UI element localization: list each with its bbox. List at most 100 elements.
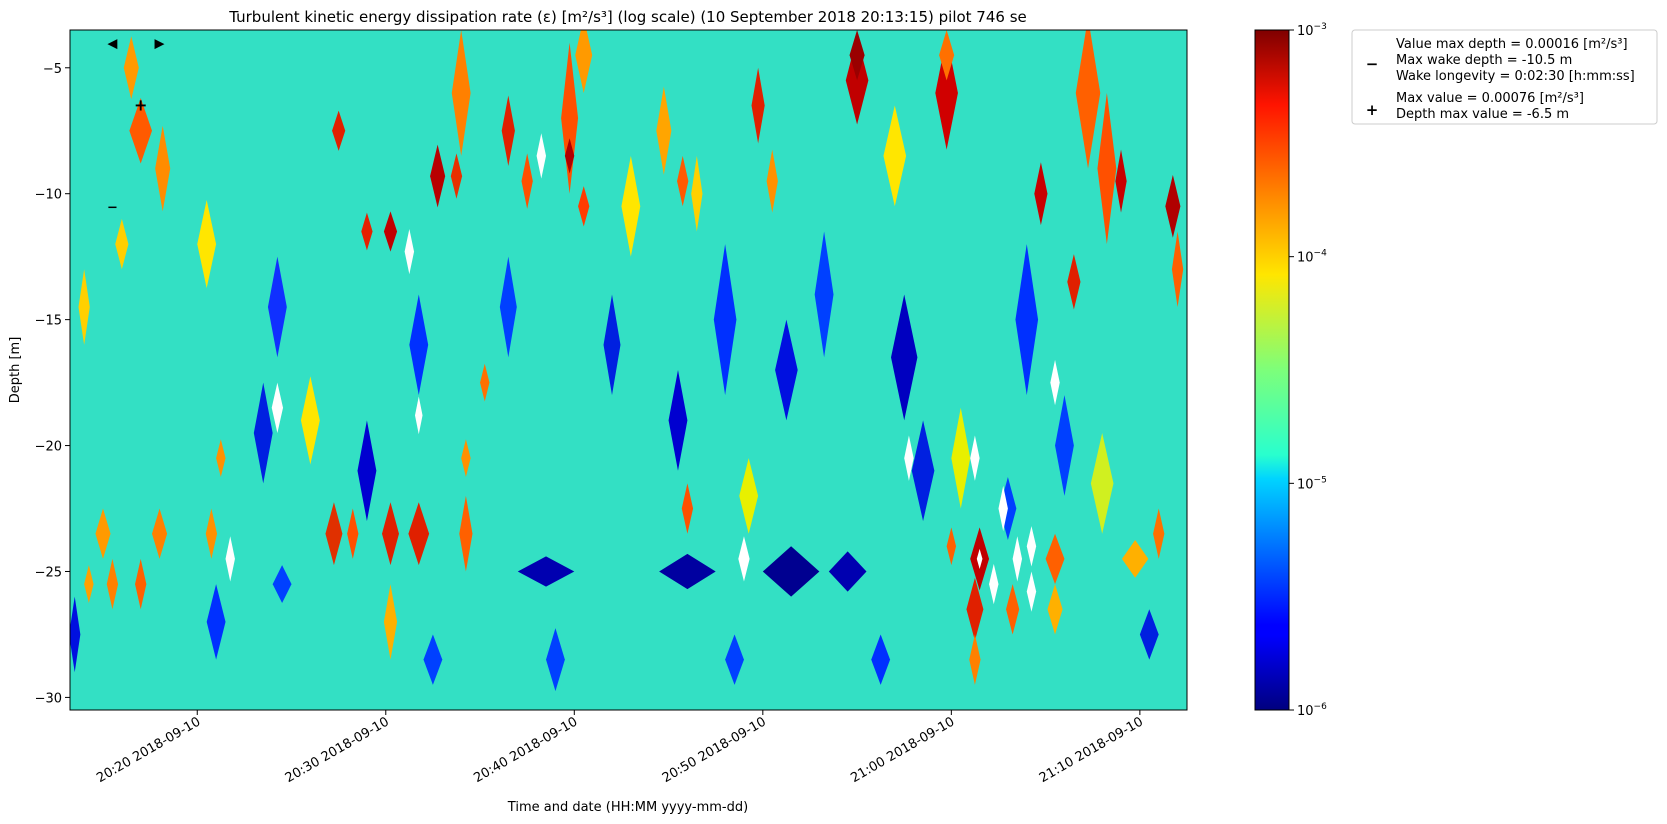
field-feature-81 bbox=[1139, 609, 1159, 660]
missing-data-8 bbox=[1050, 359, 1060, 406]
field-feature-28 bbox=[1115, 149, 1127, 213]
field-feature-16 bbox=[656, 86, 672, 175]
field-feature-63 bbox=[713, 244, 737, 396]
legend-symbol-1: + bbox=[1366, 101, 1379, 119]
field-feature-21 bbox=[849, 30, 865, 81]
field-feature-33 bbox=[135, 558, 147, 610]
field-feature-29 bbox=[1165, 174, 1181, 238]
field-feature-73 bbox=[828, 551, 867, 592]
field-feature-41 bbox=[461, 439, 471, 478]
field-feature-43 bbox=[480, 363, 490, 402]
missing-data-0 bbox=[271, 382, 284, 433]
field-feature-53 bbox=[1153, 508, 1165, 559]
missing-data-7 bbox=[970, 435, 980, 481]
field-feature-12 bbox=[561, 42, 579, 194]
y-tick-label-2: −15 bbox=[35, 314, 62, 329]
legend-box bbox=[1351, 29, 1658, 125]
y-tick-label-5: −30 bbox=[35, 691, 62, 706]
field-feature-86 bbox=[739, 458, 759, 534]
field-feature-52 bbox=[1121, 540, 1149, 578]
field-feature-37 bbox=[347, 508, 359, 559]
field-feature-8 bbox=[451, 30, 471, 156]
marker-2: + bbox=[134, 96, 147, 115]
x-tick-label-3: 20:50 2018-09-10 bbox=[660, 714, 769, 786]
field-feature-60 bbox=[499, 256, 517, 358]
field-feature-78 bbox=[546, 628, 565, 692]
field-feature-70 bbox=[517, 556, 575, 587]
field-feature-32 bbox=[95, 508, 111, 559]
colorbar-tick-label-3: 10−6 bbox=[1297, 702, 1327, 719]
legend-symbol-0: − bbox=[1366, 55, 1379, 73]
field-feature-49 bbox=[1006, 584, 1020, 635]
missing-data-14 bbox=[976, 548, 983, 569]
missing-data-9 bbox=[998, 485, 1008, 532]
field-feature-2 bbox=[155, 125, 171, 212]
field-feature-14 bbox=[575, 30, 593, 93]
field-feature-1 bbox=[123, 36, 139, 100]
plot-area: ◀ ▶ + − bbox=[69, 29, 1188, 711]
colorbar-gradient bbox=[1254, 29, 1290, 711]
field-feature-36 bbox=[325, 502, 343, 566]
colorbar-tick-label-0: 10−3 bbox=[1297, 22, 1327, 39]
field-feature-10 bbox=[501, 95, 515, 166]
missing-data-12 bbox=[1026, 571, 1037, 612]
x-axis: 20:20 2018-09-10 20:30 2018-09-10 20:40 20… bbox=[94, 710, 1146, 786]
field-feature-42 bbox=[383, 584, 398, 660]
field-feature-51 bbox=[1047, 584, 1063, 635]
colorbar-tick-label-2: 10−5 bbox=[1297, 475, 1327, 492]
field-feature-56 bbox=[267, 256, 287, 358]
field-feature-57 bbox=[253, 382, 273, 484]
field-feature-26 bbox=[1075, 30, 1101, 169]
field-feature-80 bbox=[871, 634, 891, 685]
field-feature-13 bbox=[564, 138, 575, 174]
field-feature-23 bbox=[939, 30, 955, 81]
x-tick-label-4: 21:00 2018-09-10 bbox=[848, 714, 957, 786]
field-feature-19 bbox=[766, 149, 778, 213]
field-feature-85 bbox=[621, 155, 641, 257]
x-tick-label-2: 20:40 2018-09-10 bbox=[471, 714, 580, 786]
y-tick-label-4: −25 bbox=[35, 565, 62, 580]
field-feature-75 bbox=[206, 584, 226, 660]
marker-0: ◀ bbox=[107, 37, 117, 52]
field-feature-83 bbox=[197, 200, 217, 289]
field-feature-89 bbox=[1090, 432, 1114, 534]
field-feature-6 bbox=[383, 211, 398, 252]
field-feature-15 bbox=[578, 186, 590, 227]
field-feature-66 bbox=[891, 294, 918, 421]
field-feature-48 bbox=[946, 527, 957, 566]
field-feature-25 bbox=[1067, 254, 1081, 310]
field-feature-27 bbox=[1097, 92, 1117, 245]
marker-1: ▶ bbox=[155, 37, 165, 52]
legend-entry-1-line-0: Max value = 0.00076 [m²/s³] bbox=[1396, 91, 1584, 106]
y-tick-label-1: −10 bbox=[35, 188, 62, 203]
field-feature-4 bbox=[332, 110, 346, 151]
y-tick-label-3: −20 bbox=[35, 440, 62, 455]
field-feature-69 bbox=[1055, 395, 1074, 496]
field-feature-47 bbox=[969, 634, 981, 685]
field-feature-74 bbox=[70, 596, 81, 673]
field-feature-76 bbox=[272, 565, 292, 603]
field-feature-67 bbox=[911, 420, 935, 522]
field-feature-61 bbox=[603, 294, 621, 396]
field-feature-5 bbox=[361, 212, 373, 251]
field-feature-59 bbox=[409, 294, 429, 396]
field-feature-11 bbox=[521, 153, 533, 209]
colorbar-tick-label-1: 10−4 bbox=[1297, 249, 1327, 266]
legend-entry-1-line-1: Depth max value = -6.5 m bbox=[1396, 107, 1569, 122]
field-feature-30 bbox=[1171, 231, 1184, 308]
field-feature-46 bbox=[966, 577, 984, 641]
missing-data-3 bbox=[536, 133, 547, 179]
y-tick-label-0: −5 bbox=[43, 62, 62, 77]
field-feature-34 bbox=[106, 558, 119, 610]
field-feature-87 bbox=[883, 105, 907, 207]
missing-data-1 bbox=[404, 228, 415, 275]
x-tick-label-5: 21:10 2018-09-10 bbox=[1037, 714, 1146, 786]
field-feature-77 bbox=[423, 634, 443, 685]
field-feature-71 bbox=[659, 553, 716, 590]
field-feature-35 bbox=[84, 565, 94, 603]
y-axis-label: Depth [m] bbox=[8, 337, 23, 404]
field-feature-84 bbox=[300, 376, 320, 465]
y-axis: −5 −10 −15 −20 −25 −30 bbox=[35, 62, 70, 706]
field-feature-17 bbox=[677, 155, 689, 207]
